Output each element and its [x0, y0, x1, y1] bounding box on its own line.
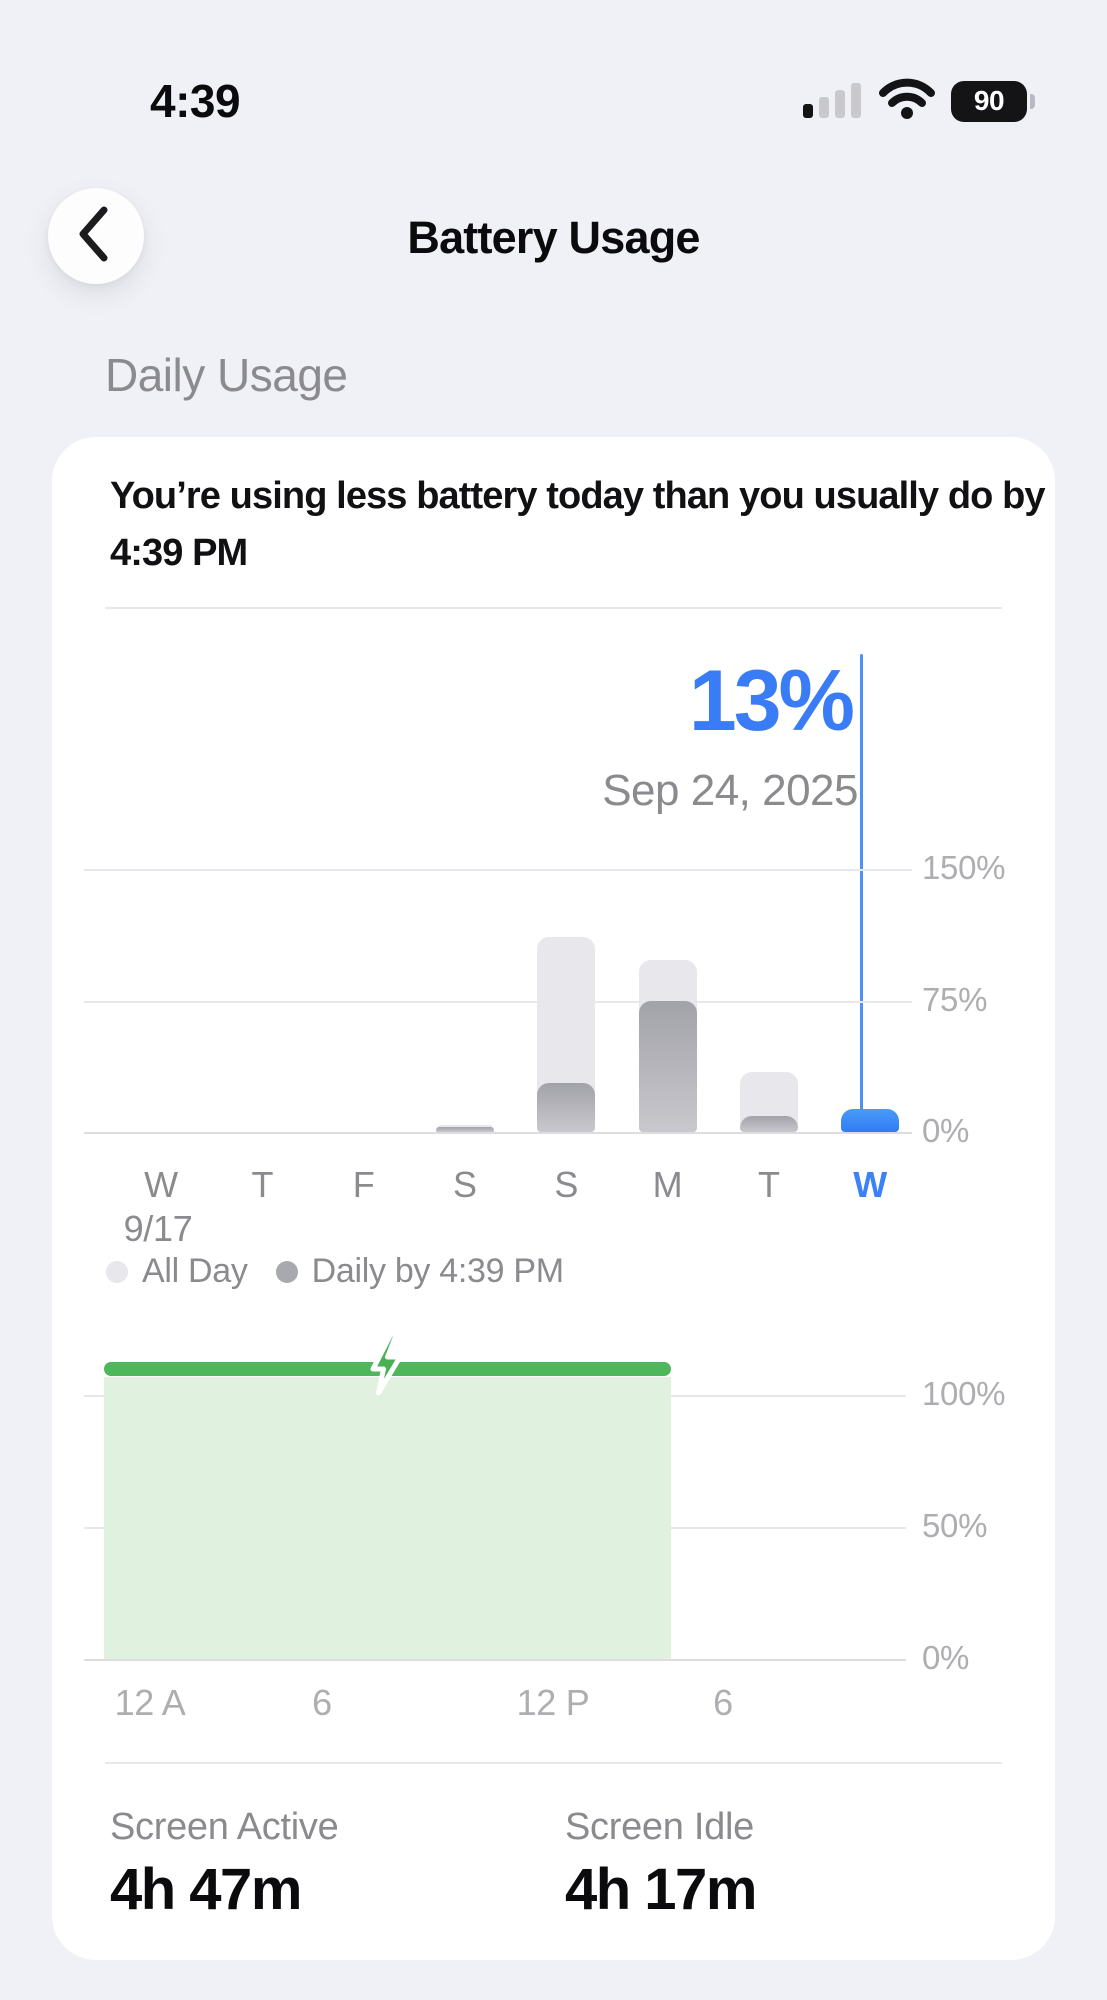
screen-active-value: 4h 47m: [110, 1857, 302, 1922]
weekly-xtick-W: W: [853, 1164, 887, 1205]
legend-item-daily: Daily by 4:39 PM: [275, 1252, 565, 1291]
legend-label: Daily by 4:39 PM: [311, 1252, 565, 1290]
weekly-start-date: 9/17: [123, 1208, 193, 1249]
weekly-gridline-150%: [84, 869, 912, 871]
battery-cap: [1030, 93, 1035, 109]
page-title: Battery Usage: [407, 212, 700, 263]
status-icons: 90: [803, 78, 1035, 124]
weekly-bar-daily-W-today[interactable]: [841, 1109, 900, 1132]
screen-idle-value: 4h 17m: [565, 1857, 757, 1922]
weekly-xtick-W: W: [144, 1164, 178, 1205]
weekly-bar-daily-S[interactable]: [435, 1127, 494, 1132]
section-title: Daily Usage: [105, 349, 348, 401]
wifi-icon: [879, 78, 935, 124]
day-gridline-0%: [84, 1659, 906, 1661]
day-xtick-12P: 12 P: [516, 1682, 590, 1723]
divider: [105, 1762, 1002, 1764]
day-xtick-6: 6: [312, 1682, 332, 1723]
legend-item-all-day: All Day: [106, 1252, 248, 1291]
screen-idle-label: Screen Idle: [565, 1806, 754, 1848]
divider: [105, 607, 1002, 609]
day-xtick-6: 6: [713, 1682, 733, 1723]
back-button[interactable]: [48, 188, 144, 284]
weekly-xtick-M: M: [652, 1164, 683, 1205]
weekly-xtick-T: T: [757, 1164, 780, 1205]
daily-usage-card: [52, 437, 1055, 1960]
weekly-gridline-75%: [84, 1001, 912, 1003]
day-xtick-12A: 12 A: [114, 1682, 186, 1723]
weekly-xtick-S: S: [554, 1164, 579, 1205]
usage-headline: You’re using less battery today than you…: [110, 475, 1046, 574]
weekly-xtick-F: F: [352, 1164, 375, 1205]
weekly-xtick-S: S: [453, 1164, 477, 1205]
selected-day-marker-line: [860, 654, 863, 1120]
screen-active-label: Screen Active: [110, 1806, 339, 1848]
charging-bolt-icon: [363, 1330, 409, 1403]
day-ytick-100%: 100%: [922, 1375, 1006, 1412]
weekly-xtick-T: T: [251, 1164, 274, 1205]
weekly-ytick-150%: 150%: [922, 849, 1006, 886]
all-day-dot-icon: [106, 1260, 128, 1283]
weekly-bar-daily-M[interactable]: [638, 1001, 697, 1132]
selected-day-date: Sep 24, 2025: [602, 766, 858, 815]
battery-icon: 90: [951, 80, 1035, 122]
weekly-bar-daily-T[interactable]: [739, 1116, 798, 1132]
legend-label: All Day: [142, 1252, 248, 1290]
cellular-signal-icon: [803, 78, 863, 124]
weekly-ytick-75%: 75%: [922, 981, 988, 1018]
weekly-bar-daily-S[interactable]: [537, 1083, 596, 1132]
plugged-in-region: [104, 1377, 671, 1659]
battery-percent: 90: [973, 85, 1005, 116]
daily-dot-icon: [275, 1260, 298, 1283]
status-time: 4:39: [150, 75, 241, 127]
day-ytick-0%: 0%: [922, 1639, 970, 1676]
weekly-ytick-0%: 0%: [922, 1112, 970, 1149]
weekly-chart-legend: All Day Daily by 4:39 PM: [106, 1252, 564, 1291]
selected-day-percent: 13%: [688, 653, 855, 749]
chevron-left-icon: [76, 205, 110, 268]
weekly-gridline-0%: [84, 1132, 912, 1134]
day-ytick-50%: 50%: [922, 1507, 988, 1544]
